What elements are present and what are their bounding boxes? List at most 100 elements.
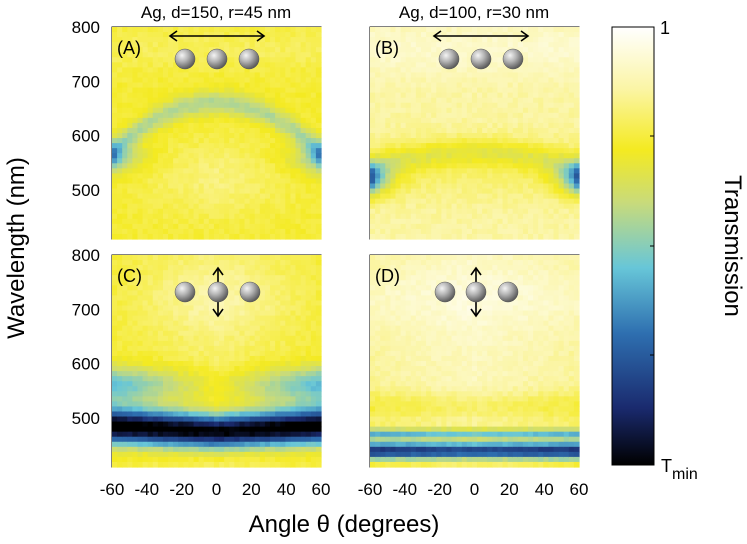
heatmap-cell xyxy=(224,208,230,215)
heatmap-cell xyxy=(517,122,524,129)
heatmap-cell xyxy=(461,163,468,169)
heatmap-cell xyxy=(451,92,458,99)
col-title-left: Ag, d=150, r=45 nm xyxy=(141,3,291,22)
heatmap-cell xyxy=(203,168,210,174)
heatmap-cell xyxy=(219,97,225,104)
heatmap-cell xyxy=(466,213,473,220)
heatmap-cell xyxy=(203,265,210,271)
heatmap-cell xyxy=(229,97,235,104)
heatmap-cell xyxy=(461,133,468,139)
heatmap-cell xyxy=(528,122,534,129)
heatmap-cell xyxy=(229,173,235,180)
heatmap-cell xyxy=(127,122,133,129)
heatmap-cell xyxy=(127,446,133,453)
heatmap-cell xyxy=(305,158,312,164)
heatmap-cell xyxy=(239,320,246,327)
heatmap-cell xyxy=(208,107,215,114)
heatmap-cell xyxy=(285,361,292,367)
heatmap-cell xyxy=(436,77,442,84)
heatmap-cell xyxy=(543,173,550,180)
heatmap-cell xyxy=(127,260,133,266)
heatmap-cell xyxy=(117,178,123,185)
heatmap-cell xyxy=(305,82,312,89)
heatmap-cell xyxy=(259,330,266,337)
heatmap-cell xyxy=(117,265,123,271)
heatmap-cell xyxy=(127,300,133,307)
heatmap-cell xyxy=(142,153,149,159)
heatmap-cell xyxy=(234,431,241,438)
heatmap-cell xyxy=(568,183,575,190)
heatmap-cell xyxy=(375,122,381,129)
heatmap-cell xyxy=(142,32,149,38)
heatmap-cell xyxy=(162,228,169,235)
heatmap-cell xyxy=(275,127,281,134)
heatmap-cell xyxy=(117,396,123,402)
heatmap-cell xyxy=(431,67,437,74)
heatmap-cell xyxy=(405,148,412,154)
heatmap-cell xyxy=(229,386,235,392)
heatmap-cell xyxy=(436,133,442,139)
heatmap-cell xyxy=(553,168,560,174)
heatmap-cell xyxy=(563,72,570,79)
heatmap-cell xyxy=(112,431,118,438)
heatmap-cell xyxy=(315,52,322,58)
heatmap-cell xyxy=(168,153,174,159)
heatmap-cell xyxy=(310,173,317,180)
heatmap-cell xyxy=(522,233,529,240)
heatmap-cell xyxy=(380,32,386,38)
heatmap-cell xyxy=(142,451,149,458)
heatmap-cell xyxy=(168,178,174,185)
heatmap-cell xyxy=(208,203,215,210)
heatmap-cell xyxy=(168,426,174,433)
heatmap-cell xyxy=(244,158,251,164)
heatmap-cell xyxy=(543,143,550,149)
heatmap-cell xyxy=(410,87,417,94)
heatmap-cell xyxy=(132,138,139,144)
heatmap-cell xyxy=(168,27,174,33)
heatmap-cell xyxy=(142,117,149,124)
heatmap-cell xyxy=(507,122,514,129)
heatmap-cell xyxy=(507,168,514,174)
heatmap-cell xyxy=(315,173,322,180)
heatmap-cell xyxy=(395,158,402,164)
heatmap-cell xyxy=(517,153,524,159)
heatmap-cell xyxy=(451,208,458,215)
heatmap-cell xyxy=(188,431,195,438)
heatmap-cell xyxy=(188,451,195,458)
heatmap-cell xyxy=(275,87,281,94)
heatmap-cell xyxy=(477,42,483,48)
heatmap-cell xyxy=(198,350,205,357)
heatmap-cell xyxy=(117,421,123,428)
heatmap-cell xyxy=(431,213,437,220)
heatmap-cell xyxy=(254,203,261,210)
heatmap-cell xyxy=(112,87,118,94)
heatmap-cell xyxy=(193,198,200,205)
heatmap-cell xyxy=(548,158,555,164)
heatmap-cell xyxy=(219,386,225,392)
heatmap-cell xyxy=(420,208,427,215)
heatmap-cell xyxy=(533,52,539,58)
heatmap-cell xyxy=(127,461,133,468)
heatmap-cell xyxy=(548,77,555,84)
heatmap-cell xyxy=(203,411,210,418)
heatmap-cell xyxy=(441,87,448,94)
heatmap-cell xyxy=(213,158,220,164)
heatmap-cell xyxy=(558,77,565,84)
heatmap-cell xyxy=(249,275,256,281)
heatmap-cell xyxy=(290,87,297,94)
heatmap-cell xyxy=(168,163,174,169)
heatmap-cell xyxy=(259,361,266,367)
heatmap-cell xyxy=(461,203,468,210)
heatmap-cell xyxy=(188,127,195,134)
heatmap-cell xyxy=(259,228,266,235)
heatmap-cell xyxy=(112,391,118,397)
heatmap-cell xyxy=(533,168,539,174)
heatmap-cell xyxy=(295,325,302,332)
heatmap-cell xyxy=(213,361,220,367)
heatmap-cell xyxy=(229,42,235,48)
heatmap-cell xyxy=(415,153,422,159)
heatmap-cell xyxy=(112,158,118,164)
heatmap-cell xyxy=(234,260,241,266)
heatmap-cell xyxy=(213,381,220,387)
heatmap-cell xyxy=(558,213,565,220)
